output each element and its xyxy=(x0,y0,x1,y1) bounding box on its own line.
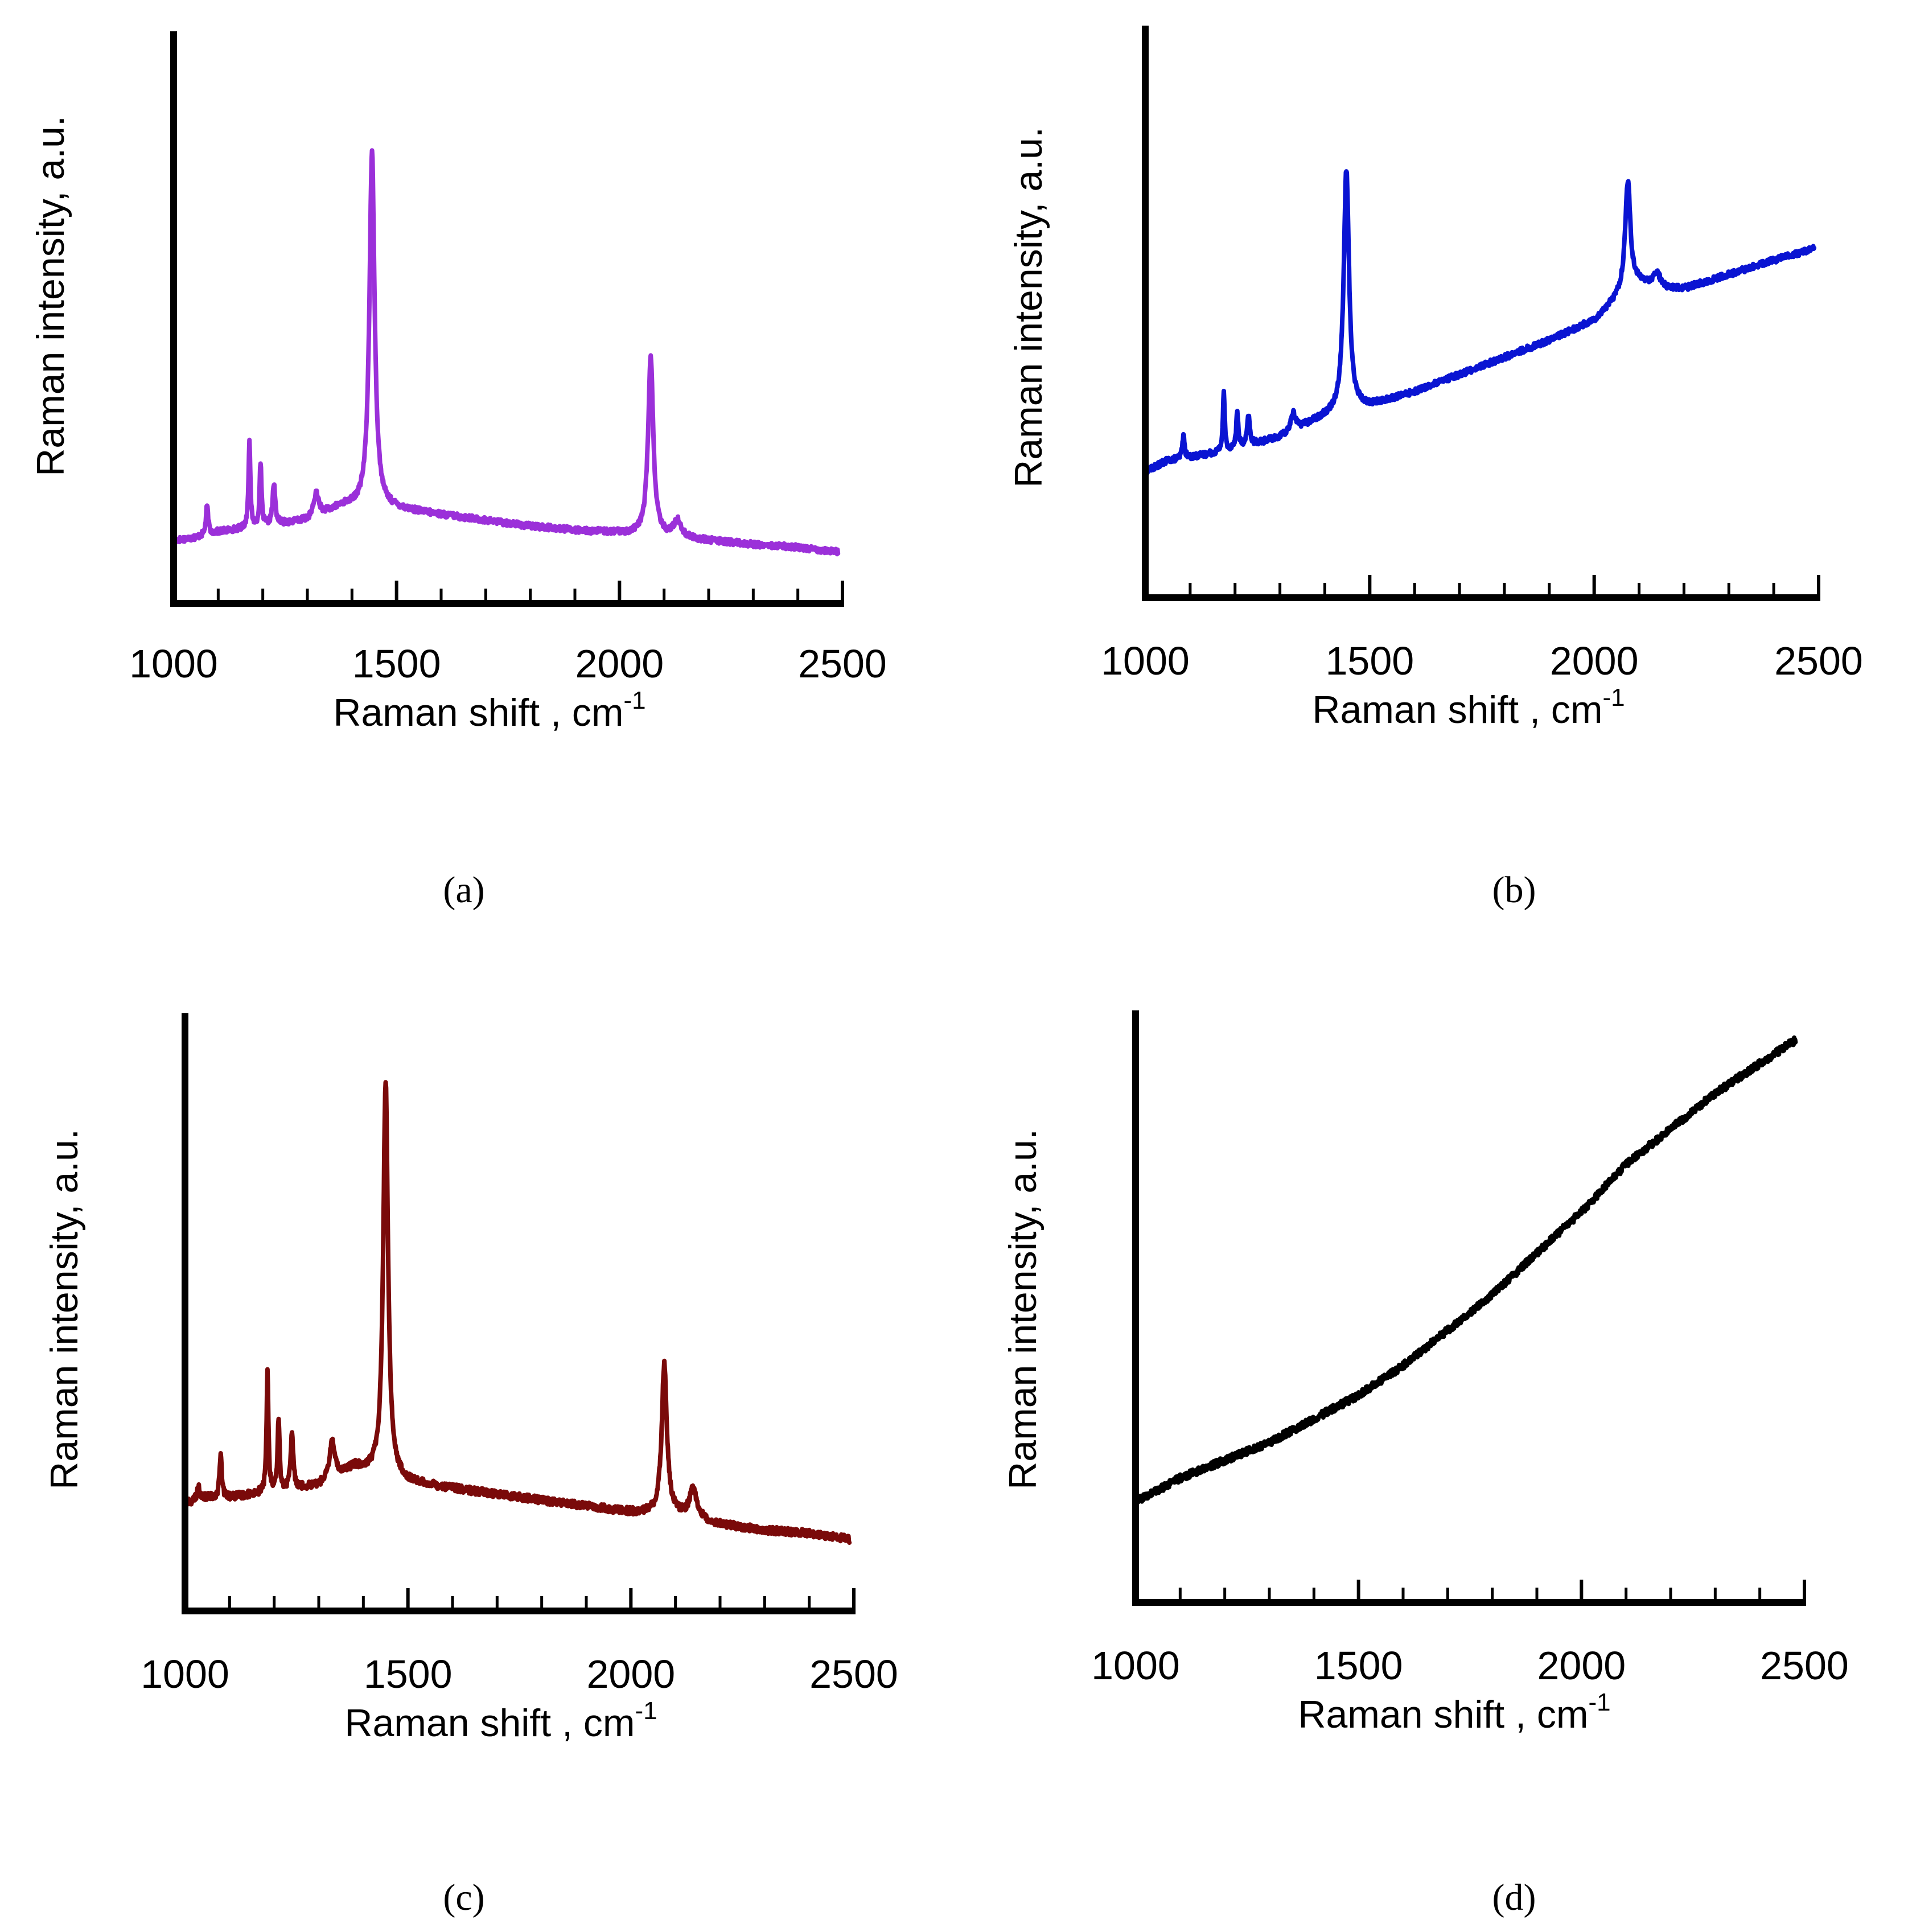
plot-area-c: 1000 1500 2000 2500 xyxy=(141,1013,898,1696)
x-tick-label-b: 2000 xyxy=(1550,639,1639,683)
x-axis-label-main-d: Raman shift , cm xyxy=(1298,1693,1588,1736)
x-axis-label-c: Raman shift , cm-1 xyxy=(344,1697,657,1745)
panel-label-b: (b) xyxy=(1492,869,1536,911)
x-axis-label-main-c: Raman shift , cm xyxy=(344,1701,635,1745)
x-axis-label-main-b: Raman shift , cm xyxy=(1312,688,1602,731)
x-tick-label-a: 2500 xyxy=(798,642,887,686)
x-axis-label-a: Raman shift , cm-1 xyxy=(333,687,645,734)
x-axis-label-sup-b: -1 xyxy=(1603,684,1625,712)
plot-area-d: 1000 1500 2000 2500 xyxy=(1091,1010,1849,1688)
plot-area-b: 1000 1500 2000 2500 xyxy=(1101,26,1863,683)
panel-label-c: (c) xyxy=(443,1877,484,1918)
x-tick-label-d: 1500 xyxy=(1314,1643,1403,1688)
x-tick-label-a: 2000 xyxy=(575,642,664,686)
x-tick-label-c: 1500 xyxy=(364,1652,453,1696)
y-axis-label-d: Raman intensity, a.u. xyxy=(1001,1129,1045,1490)
x-tick-label-d: 2000 xyxy=(1537,1643,1626,1688)
x-tick-label-b: 1500 xyxy=(1325,639,1414,683)
x-tick-label-c: 1000 xyxy=(141,1652,229,1696)
x-axis-label-d: Raman shift , cm-1 xyxy=(1298,1688,1610,1736)
spectrum-line-d xyxy=(1133,1035,1798,1506)
x-tick-label-a: 1000 xyxy=(129,642,218,686)
panel-c: 1000 1500 2000 2500 Raman intensity, a.u. R… xyxy=(43,1013,898,1918)
y-axis-label-b: Raman intensity, a.u. xyxy=(1007,127,1050,488)
x-axis-label-sup-a: -1 xyxy=(624,687,646,714)
panel-a: 1000 1500 2000 2500 Raman intensity, a.u. R… xyxy=(29,31,887,911)
spectrum-line-a xyxy=(171,148,841,557)
x-axis-label-main-a: Raman shift , cm xyxy=(333,691,623,734)
panel-d: 1000 1500 2000 2500 Raman intensity, a.u. R… xyxy=(1001,1010,1849,1918)
spectrum-line-c xyxy=(183,1080,852,1545)
x-tick-label-c: 2500 xyxy=(809,1652,898,1696)
spectrum-line-b xyxy=(1143,169,1817,476)
x-tick-label-c: 2000 xyxy=(586,1652,675,1696)
y-axis-label-a: Raman intensity, a.u. xyxy=(29,116,72,476)
panel-label-a: (a) xyxy=(443,869,484,911)
x-tick-label-a: 1500 xyxy=(352,642,441,686)
x-axis-label-sup-c: -1 xyxy=(635,1697,657,1725)
panel-b: 1000 1500 2000 2500 Raman intensity, a.u. R… xyxy=(1007,26,1863,911)
x-axis-label-sup-d: -1 xyxy=(1589,1688,1611,1716)
panel-label-d: (d) xyxy=(1492,1877,1536,1918)
x-tick-label-d: 1000 xyxy=(1091,1643,1180,1688)
x-tick-label-b: 1000 xyxy=(1101,639,1190,683)
y-axis-label-c: Raman intensity, a.u. xyxy=(43,1129,86,1490)
x-tick-label-d: 2500 xyxy=(1760,1643,1849,1688)
x-tick-label-b: 2500 xyxy=(1774,639,1863,683)
plot-area-a: 1000 1500 2000 2500 xyxy=(129,31,887,686)
x-axis-label-b: Raman shift , cm-1 xyxy=(1312,684,1625,731)
